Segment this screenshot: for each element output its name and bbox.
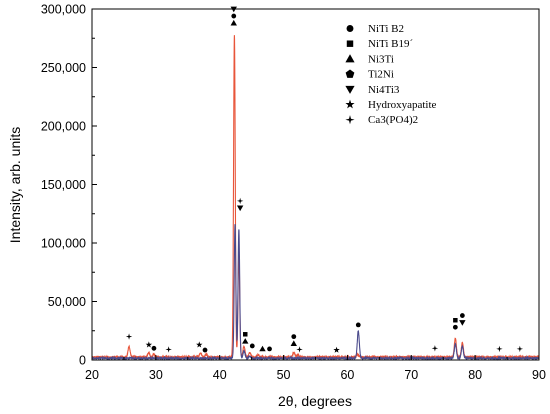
peak-annotation — [151, 345, 157, 351]
peak-annotation — [249, 343, 255, 349]
circle-marker — [151, 345, 157, 351]
legend-item: NiTi B19´ — [346, 38, 413, 50]
triangle-up-marker — [230, 19, 237, 26]
x-tick-label: 30 — [149, 368, 163, 382]
x-tick-label: 20 — [85, 368, 99, 382]
four-point-star-marker — [431, 345, 439, 352]
circle-marker — [291, 334, 297, 340]
data-layer — [91, 35, 540, 362]
peak-annotation — [452, 318, 458, 330]
y-axis-title: Intensity, arb. units — [7, 127, 23, 243]
peak-annotation — [431, 345, 439, 352]
four-point-star-marker — [516, 345, 524, 353]
legend-item: Hydroxyapatite — [345, 99, 437, 111]
y-axis: 0 50,000 100,000 150,000 200,000 250,000 300,0… — [41, 3, 97, 368]
x-axis: 20 30 40 50 60 70 80 90 — [85, 355, 546, 382]
peak-annotation — [516, 345, 524, 353]
circle-marker — [452, 324, 458, 330]
peak-annotation — [145, 341, 153, 348]
peak-annotations — [125, 6, 524, 353]
peak-annotation — [333, 346, 340, 353]
star-marker — [333, 346, 340, 353]
y-tick-label: 100,000 — [41, 237, 86, 251]
four-point-star-marker — [125, 333, 133, 340]
peak-annotation — [202, 347, 208, 353]
series-line-1 — [91, 35, 540, 360]
triangle-down-marker — [236, 205, 244, 212]
y-tick-label: 0 — [79, 354, 86, 368]
peak-annotation — [267, 346, 272, 352]
plot-frame — [91, 8, 540, 361]
legend-label: Ti2Ni — [368, 69, 394, 81]
peak-annotation — [290, 334, 297, 347]
circle-marker — [267, 346, 272, 352]
star-marker — [145, 341, 153, 348]
legend-label: Ni3Ti — [368, 53, 394, 65]
four-point-star-legend-icon — [345, 115, 355, 125]
legend-label: NiTi B19´ — [368, 38, 413, 50]
legend-item: Ti2Ni — [345, 69, 394, 81]
square-marker — [243, 332, 248, 337]
peak-annotation — [165, 346, 172, 353]
x-tick-label: 80 — [468, 368, 482, 382]
y-tick-label: 200,000 — [41, 120, 86, 134]
circle-marker — [202, 347, 208, 353]
triangle-up-marker — [290, 340, 297, 347]
legend-item: Ni3Ti — [345, 53, 394, 65]
legend-label: Ca3(PO4)2 — [368, 114, 418, 126]
triangle-down-legend-icon — [345, 85, 355, 94]
circle-marker — [355, 322, 361, 328]
legend-label: NiTi B2 — [368, 23, 404, 35]
triangle-up-marker — [259, 345, 266, 352]
legend-label: Ni4Ti3 — [368, 84, 400, 96]
series-line-2 — [91, 224, 540, 362]
peak-annotation — [296, 346, 303, 353]
legend: NiTi B2 NiTi B19´ Ni3Ti Ti2Ni Ni4Ti3 Hydroxya… — [345, 23, 437, 126]
peak-annotation — [355, 322, 361, 328]
square-marker — [453, 318, 458, 323]
peak-annotation — [230, 6, 237, 26]
peak-annotation — [459, 313, 466, 326]
legend-item: Ca3(PO4)2 — [345, 114, 418, 126]
legend-item: NiTi B2 — [346, 23, 404, 35]
pentagon-legend-icon — [345, 69, 355, 78]
star-legend-icon — [345, 99, 355, 109]
y-tick-label: 250,000 — [41, 61, 86, 75]
four-point-star-marker — [236, 197, 244, 205]
circle-legend-icon — [346, 25, 354, 32]
x-tick-label: 70 — [404, 368, 418, 382]
y-tick-label: 300,000 — [41, 3, 86, 17]
peak-annotation — [196, 341, 203, 348]
four-point-star-marker — [296, 346, 303, 353]
circle-marker — [459, 313, 465, 318]
y-tick-label: 150,000 — [41, 178, 86, 192]
peak-annotation — [259, 345, 266, 352]
circle-marker — [249, 343, 255, 349]
peak-annotation — [496, 345, 503, 353]
x-tick-label: 90 — [532, 368, 546, 382]
four-point-star-marker — [165, 346, 172, 353]
legend-label: Hydroxyapatite — [368, 99, 437, 111]
triangle-up-legend-icon — [345, 54, 355, 63]
peak-annotation — [125, 333, 133, 340]
circle-marker — [231, 13, 237, 19]
legend-item: Ni4Ti3 — [345, 84, 400, 96]
x-tick-label: 60 — [340, 368, 354, 382]
square-legend-icon — [346, 40, 354, 47]
four-point-star-marker — [496, 345, 503, 353]
x-axis-title: 2θ, degrees — [278, 393, 352, 409]
peak-annotation — [236, 197, 244, 212]
x-tick-label: 40 — [213, 368, 227, 382]
y-tick-label: 50,000 — [48, 295, 86, 309]
peak-annotation — [242, 332, 249, 344]
x-tick-label: 50 — [277, 368, 291, 382]
triangle-up-marker — [242, 338, 249, 344]
triangle-down-marker — [459, 320, 466, 326]
star-marker — [196, 341, 203, 348]
